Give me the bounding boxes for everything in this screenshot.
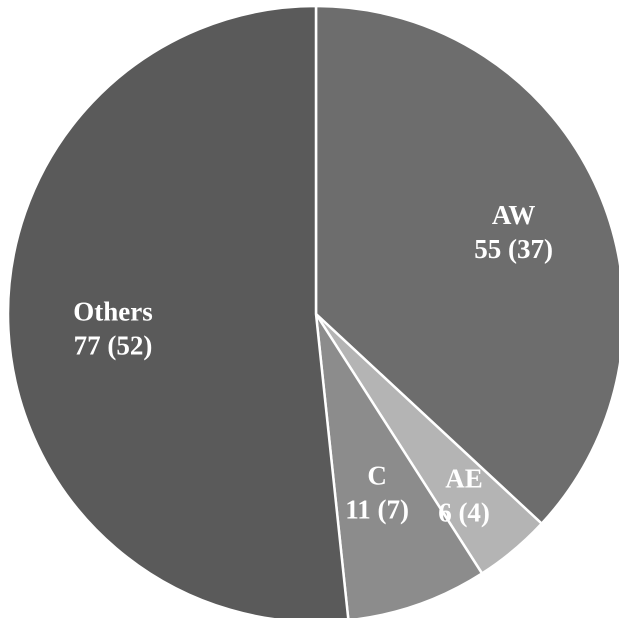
pie-slice-aw [314, 4, 619, 526]
pie-slice-c [314, 313, 484, 618]
pie-label-ae: AE 6 (4) [438, 463, 490, 527]
pie-slices [6, 4, 619, 618]
pie-slice-others [6, 4, 350, 618]
pie-label-others: Others 77 (52) [73, 297, 152, 361]
pie-labels: AW 55 (37) AE 6 (4) C 11 (7) Others 77 (52) [73, 200, 553, 527]
pie-label-name: Others [73, 297, 152, 327]
pie-label-name: AW [492, 200, 536, 230]
pie-label-value: 55 (37) [474, 234, 553, 264]
pie-label-c: C 11 (7) [345, 460, 409, 524]
pie-label-value: 6 (4) [438, 497, 490, 527]
pie-label-value: 77 (52) [74, 331, 153, 361]
pie-label-aw: AW 55 (37) [474, 200, 553, 264]
pie-label-name: AE [445, 463, 483, 493]
pie-label-name: C [367, 460, 387, 490]
pie-label-value: 11 (7) [345, 494, 409, 524]
